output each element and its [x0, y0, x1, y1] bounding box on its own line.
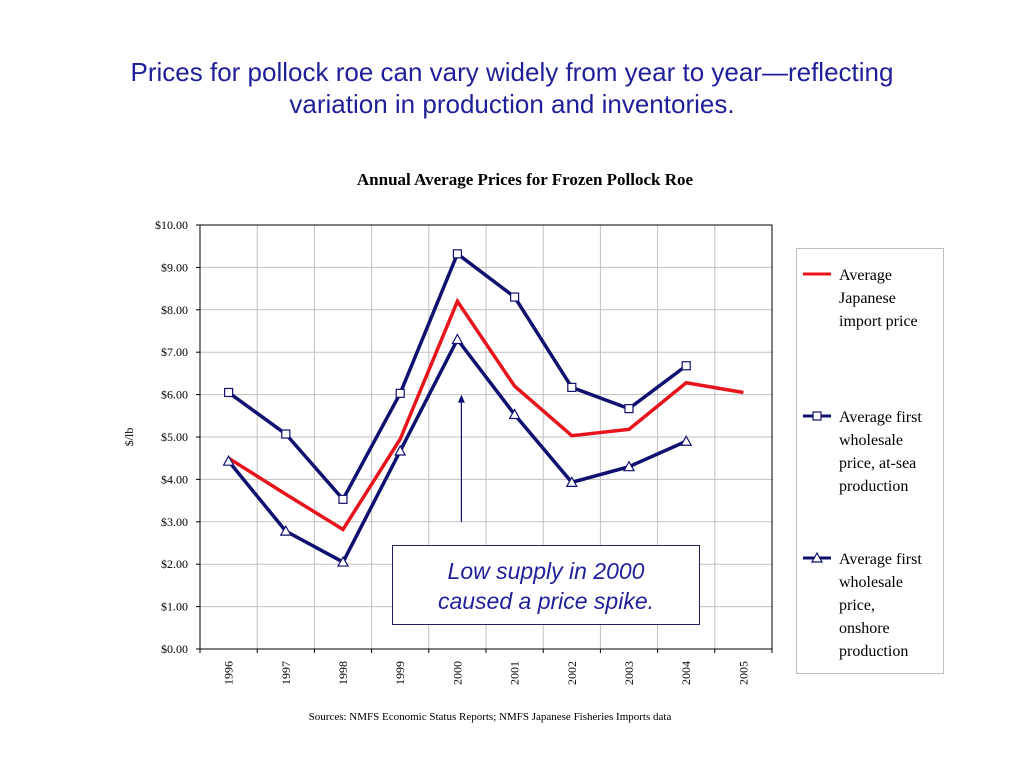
square-marker: [338, 494, 348, 504]
triangle-marker: [680, 435, 693, 446]
square-marker: [510, 292, 520, 302]
legend-label-line: import price: [839, 313, 918, 330]
x-tick-label: 2001: [508, 661, 522, 685]
y-tick-label: $5.00: [161, 430, 188, 444]
x-tick-label: 2002: [565, 661, 579, 685]
square-marker: [224, 387, 234, 398]
triangle-marker: [394, 444, 407, 456]
square-marker: [452, 249, 462, 259]
legend-label-line: Japanese: [839, 290, 896, 307]
x-tick-label: 2000: [450, 661, 464, 685]
legend-label-line: price, at-sea: [839, 455, 917, 472]
legend-label-line: production: [839, 478, 909, 495]
y-tick-label: $2.00: [161, 557, 188, 571]
legend-swatch-red-line: [803, 272, 831, 276]
square-marker: [395, 388, 405, 398]
legend-label-line: Average first: [839, 551, 922, 568]
legend-swatch-square-marker: [803, 411, 831, 421]
square-marker: [281, 429, 291, 439]
y-tick-label: $4.00: [161, 472, 188, 486]
y-tick-label: $6.00: [161, 388, 188, 402]
x-tick-label: 1997: [279, 661, 293, 685]
y-tick-label: $3.00: [161, 515, 188, 529]
sources-note: Sources: NMFS Economic Status Reports; N…: [308, 711, 672, 723]
callout-box: Low supply in 2000 caused a price spike.: [392, 545, 700, 625]
legend-label-line: wholesale: [839, 432, 903, 449]
y-axis-label: $/lb: [122, 428, 136, 447]
triangle-marker: [451, 333, 464, 345]
y-tick-label: $0.00: [161, 642, 188, 656]
legend-label-line: onshore: [839, 620, 890, 637]
square-marker: [681, 361, 691, 371]
square-marker: [567, 382, 577, 392]
square-marker: [624, 403, 634, 414]
triangle-marker: [222, 454, 235, 466]
x-tick-label: 1998: [336, 661, 350, 685]
annotation-arrow-head: [457, 394, 465, 403]
y-tick-label: $9.00: [161, 260, 188, 274]
chart-legend: Average Japanese import price Average fi…: [796, 248, 944, 674]
x-tick-label: 2005: [736, 661, 750, 685]
triangle-marker: [622, 460, 636, 472]
y-tick-label: $7.00: [161, 345, 188, 359]
triangle-marker: [279, 524, 292, 536]
y-tick-label: $10.00: [155, 218, 188, 232]
legend-label-line: Average: [839, 267, 892, 284]
triangle-marker: [336, 555, 350, 567]
callout-line-1: Low supply in 2000: [447, 558, 645, 584]
triangle-marker: [508, 408, 521, 420]
callout-line-2: caused a price spike.: [437, 588, 655, 614]
legend-label-line: Average first: [839, 409, 922, 426]
legend-label-line: price,: [839, 597, 875, 614]
x-tick-label: 1996: [222, 661, 236, 685]
slide-title-line-1: Prices for pollock roe can vary widely f…: [130, 57, 894, 87]
x-tick-label: 2004: [679, 661, 693, 685]
triangle-marker: [565, 476, 578, 487]
chart-title: Annual Average Prices for Frozen Pollock…: [356, 170, 694, 189]
legend-label-line: wholesale: [839, 574, 903, 591]
y-tick-label: $1.00: [161, 600, 188, 614]
x-tick-label: 2003: [622, 661, 636, 685]
slide-title-line-2: variation in production and inventories.: [289, 89, 735, 119]
series-line-1: [227, 297, 744, 532]
legend-swatch-triangle-marker: [803, 551, 831, 563]
slide-title: Prices for pollock roe can vary widely f…: [40, 56, 984, 120]
y-tick-label: $8.00: [161, 303, 188, 317]
x-tick-label: 1999: [393, 661, 407, 685]
legend-label-line: production: [839, 643, 909, 660]
